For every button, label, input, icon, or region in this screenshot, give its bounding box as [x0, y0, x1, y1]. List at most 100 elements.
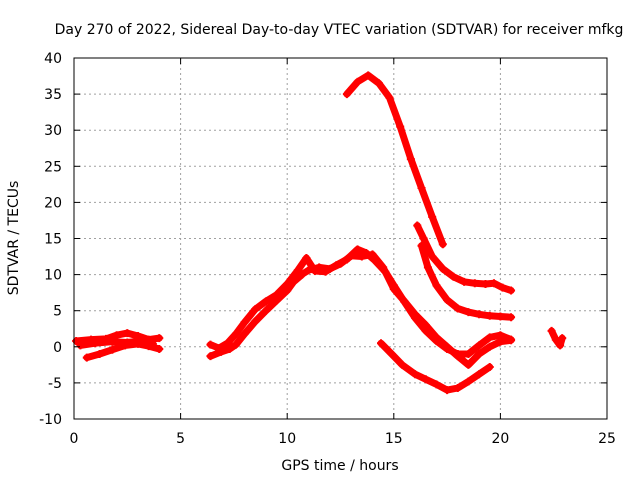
track-03-point: [108, 337, 117, 346]
track-06-point: [315, 263, 324, 272]
track-09-point: [496, 312, 505, 321]
track-03-point: [123, 338, 132, 347]
track-07-point: [396, 122, 405, 131]
track-08-point: [438, 264, 447, 273]
track-07-point: [353, 77, 362, 86]
tick-layer: 0 5 10 15 20 25 -10 -5 0 5 10 15 20 25 30 35 40: [39, 51, 616, 447]
track-05-point: [261, 297, 270, 306]
track-02-point: [82, 353, 91, 362]
track-05-point: [206, 340, 215, 349]
track-03-point: [136, 337, 145, 346]
y-axis-label: SDTVAR / TECUs: [6, 181, 22, 296]
track-07-point: [438, 240, 447, 249]
track-05-point: [223, 339, 232, 348]
track-08-point: [419, 234, 428, 243]
x-tick-label: 5: [176, 431, 185, 447]
track-06-point: [325, 264, 334, 273]
track-09-point: [475, 310, 484, 319]
y-tick-label: 0: [53, 340, 62, 356]
track-05-point: [485, 333, 494, 342]
track-06-point: [485, 342, 494, 351]
x-tick-label: 10: [278, 431, 296, 447]
chart-title: Day 270 of 2022, Sidereal Day-to-day VTE…: [55, 22, 624, 38]
track-10-point: [398, 360, 407, 369]
track-07-point: [364, 71, 373, 80]
track-06-point: [400, 297, 409, 306]
track-05-point: [232, 329, 241, 338]
y-tick-label: 30: [44, 123, 62, 139]
track-09-point: [507, 313, 516, 322]
track-01-point: [155, 334, 164, 343]
track-06-point: [379, 263, 388, 272]
track-04-point: [240, 329, 249, 338]
series-layer: [72, 71, 567, 395]
track-03-point: [91, 339, 100, 348]
track-06-point: [432, 333, 441, 342]
track-06-point: [464, 360, 473, 369]
x-axis-label: GPS time / hours: [281, 458, 398, 474]
track-06-point: [304, 266, 313, 275]
grid-layer: [74, 58, 607, 419]
track-09-point: [432, 281, 441, 290]
x-tick-label: 25: [598, 431, 616, 447]
track-05-point: [272, 290, 281, 299]
track-08-point: [413, 221, 422, 230]
track-10-point: [453, 383, 462, 392]
track-07-line: [343, 71, 447, 248]
track-06-point: [411, 310, 420, 319]
track-11-point: [558, 334, 567, 343]
track-09-line: [418, 242, 515, 321]
track-08-point: [498, 283, 507, 292]
track-06-point: [389, 285, 398, 294]
track-06-point: [421, 321, 430, 330]
track-04-point: [261, 306, 270, 315]
track-01-point: [123, 329, 132, 338]
x-tick-label: 20: [491, 431, 509, 447]
track-09-point: [443, 295, 452, 304]
track-09-point: [485, 311, 494, 320]
track-06-point: [368, 250, 377, 259]
track-06-point: [496, 337, 505, 346]
track-10-point: [443, 386, 452, 395]
track-04-point: [225, 344, 234, 353]
track-06-point: [475, 350, 484, 359]
y-tick-label: -10: [39, 412, 62, 428]
track-08-point: [507, 286, 516, 295]
y-tick-label: 10: [44, 268, 62, 284]
track-07-point: [417, 183, 426, 192]
track-10-point: [421, 375, 430, 384]
track-02-point: [108, 345, 117, 354]
x-tick-label: 0: [70, 431, 79, 447]
track-04-point: [232, 340, 241, 349]
y-tick-label: -5: [48, 376, 62, 392]
y-tick-label: 25: [44, 159, 62, 175]
track-06-point: [443, 342, 452, 351]
track-05-point: [353, 245, 362, 254]
y-tick-label: 35: [44, 87, 62, 103]
track-05-line: [206, 245, 515, 358]
track-09-point: [453, 304, 462, 313]
track-01-point: [72, 337, 81, 346]
track-10-point: [475, 370, 484, 379]
track-11-line: [548, 327, 566, 349]
track-07-point: [406, 155, 415, 164]
y-tick-label: 40: [44, 51, 62, 67]
track-08-point: [428, 252, 437, 261]
track-06-point: [347, 251, 356, 260]
y-tick-label: 5: [53, 304, 62, 320]
track-06-point: [283, 281, 292, 290]
x-tick-label: 15: [385, 431, 403, 447]
y-tick-label: 15: [44, 232, 62, 248]
track-10-point: [432, 380, 441, 389]
track-06-point: [357, 252, 366, 261]
track-10-point: [411, 370, 420, 379]
track-10-point: [485, 363, 494, 372]
track-05-point: [240, 318, 249, 327]
track-08-point: [470, 279, 479, 288]
track-05-point: [475, 341, 484, 350]
track-11-point: [551, 335, 560, 344]
track-06-point: [453, 352, 462, 361]
track-04-point: [251, 317, 260, 326]
track-07-point: [374, 79, 383, 88]
